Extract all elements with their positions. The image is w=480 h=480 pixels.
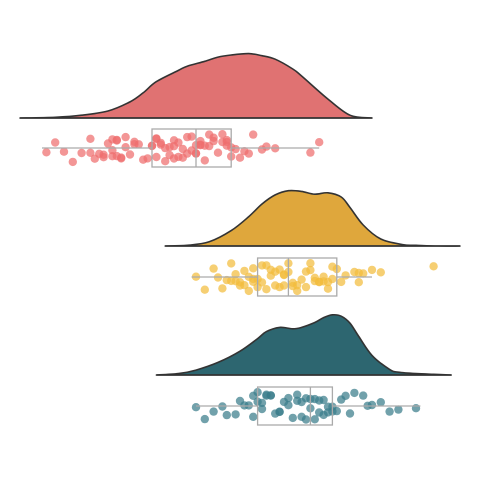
- data-point: [77, 148, 86, 158]
- data-point: [297, 275, 306, 284]
- data-point: [161, 157, 170, 166]
- data-point: [209, 264, 218, 273]
- data-point: [284, 401, 293, 410]
- box-iqr: [256, 386, 334, 426]
- data-point: [394, 405, 403, 414]
- data-point: [244, 149, 253, 158]
- data-point: [262, 142, 271, 151]
- data-point: [213, 148, 223, 157]
- data-point: [301, 282, 311, 292]
- data-point: [121, 143, 130, 152]
- data-point: [174, 138, 183, 147]
- data-point: [112, 135, 122, 145]
- data-point: [345, 409, 355, 418]
- data-point: [376, 268, 385, 277]
- data-point: [359, 391, 368, 400]
- data-point: [222, 135, 231, 145]
- data-point: [143, 154, 152, 163]
- data-point: [42, 148, 51, 157]
- data-point: [385, 407, 394, 416]
- data-point: [301, 415, 311, 424]
- data-point: [257, 404, 267, 414]
- density-curve: [19, 52, 373, 119]
- data-point: [332, 406, 341, 416]
- data-point: [86, 134, 95, 143]
- data-point: [310, 415, 319, 424]
- data-point: [376, 398, 385, 407]
- data-point: [319, 395, 328, 405]
- data-point: [187, 132, 196, 141]
- data-point: [306, 148, 315, 157]
- data-point: [51, 138, 60, 147]
- box-iqr: [256, 257, 338, 297]
- data-point: [367, 400, 377, 410]
- data-point: [235, 153, 245, 162]
- plot-area: [19, 52, 461, 426]
- data-point: [152, 152, 161, 162]
- data-point: [231, 144, 240, 154]
- data-point: [200, 285, 209, 294]
- data-point: [249, 264, 258, 273]
- data-point: [68, 157, 78, 167]
- data-point: [125, 150, 135, 159]
- data-point: [117, 153, 126, 162]
- box-iqr: [151, 128, 232, 168]
- data-point: [279, 281, 289, 290]
- data-point: [367, 265, 377, 275]
- data-point: [244, 286, 253, 296]
- data-point: [341, 271, 350, 280]
- data-point: [218, 284, 227, 293]
- data-point: [266, 391, 275, 400]
- density-curve: [155, 313, 452, 376]
- data-point: [257, 278, 267, 287]
- data-point: [350, 388, 359, 398]
- data-point: [262, 285, 271, 294]
- data-point: [411, 404, 421, 413]
- data-point: [337, 277, 346, 287]
- data-point: [257, 398, 267, 408]
- data-point: [341, 391, 350, 400]
- data-point: [293, 286, 302, 296]
- data-point: [191, 403, 201, 412]
- data-point: [249, 130, 258, 139]
- data-point: [288, 413, 297, 423]
- data-point: [284, 393, 293, 403]
- data-point: [354, 278, 363, 287]
- data-point: [231, 270, 240, 279]
- data-point: [134, 140, 143, 149]
- data-point: [200, 156, 209, 165]
- data-point: [99, 150, 108, 159]
- data-point: [227, 259, 236, 268]
- data-point: [315, 138, 324, 147]
- data-point: [249, 412, 258, 421]
- data-point: [293, 390, 302, 399]
- data-point: [209, 407, 218, 416]
- data-point: [231, 410, 240, 419]
- data-point: [240, 281, 249, 290]
- data-point: [275, 407, 284, 416]
- data-point: [200, 414, 209, 424]
- data-point: [306, 259, 315, 268]
- data-point: [121, 132, 130, 142]
- data-point: [429, 262, 438, 271]
- raincloud-group: [155, 313, 452, 426]
- data-point: [222, 410, 231, 420]
- data-point: [359, 269, 368, 278]
- data-point: [328, 274, 337, 284]
- data-point: [240, 266, 249, 276]
- data-point: [323, 284, 333, 293]
- raincloud-group: [164, 189, 461, 297]
- data-point: [86, 148, 95, 157]
- raincloud-group: [19, 52, 373, 168]
- data-point: [218, 130, 227, 139]
- data-point: [59, 147, 69, 156]
- data-point: [209, 133, 218, 142]
- density-curve: [164, 189, 461, 247]
- data-point: [306, 265, 315, 275]
